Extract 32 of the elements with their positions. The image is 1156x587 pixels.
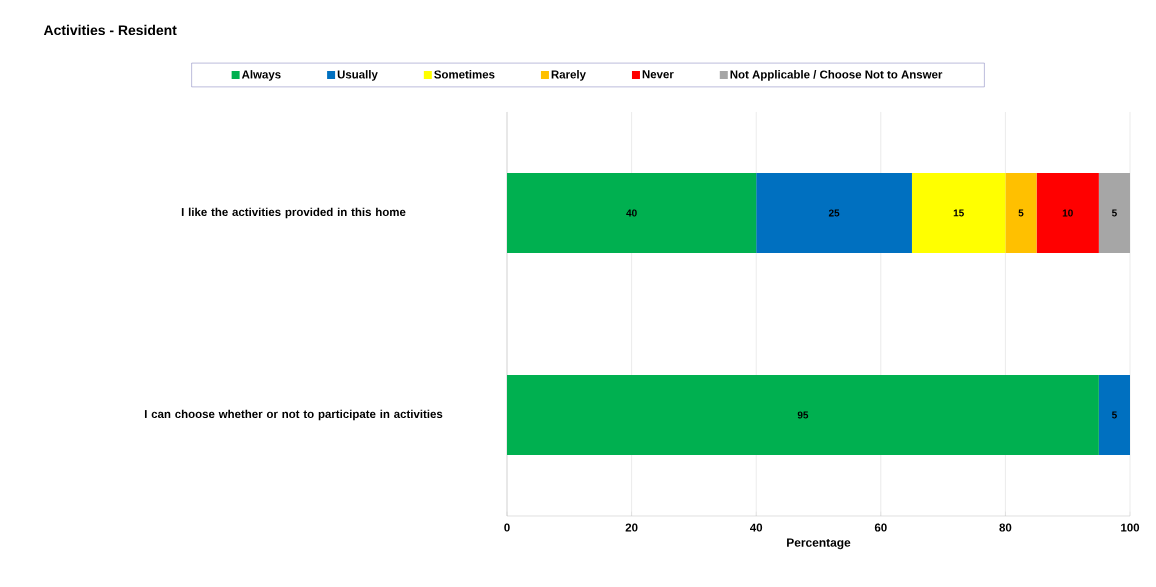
legend-label: Rarely	[551, 70, 586, 81]
x-axis-title: Percentage	[787, 538, 851, 550]
x-tick-label: 40	[750, 523, 763, 532]
legend-label: Sometimes	[434, 70, 495, 79]
bar	[507, 172, 757, 253]
bar	[507, 374, 1099, 455]
bar	[1036, 172, 1099, 253]
x-tick-label: 20	[625, 523, 638, 532]
data-label: 25	[828, 209, 840, 217]
data-label: 10	[1062, 209, 1073, 217]
y-tick-label: I can choose whether or not to participate in activities	[144, 409, 443, 421]
x-tick-label: 0	[504, 523, 510, 532]
y-tick-label: I like the activities provided in this home	[181, 207, 406, 219]
bar	[911, 172, 1006, 253]
data-label: 15	[953, 209, 964, 217]
data-label: 95	[797, 411, 809, 419]
bar	[1098, 172, 1131, 253]
x-tick-label: 80	[999, 523, 1012, 532]
x-tick-label: 60	[874, 523, 887, 532]
legend-label: Never	[642, 70, 674, 79]
text: Activities - Resident	[43, 24, 177, 36]
bar	[1005, 172, 1037, 253]
bar	[1098, 374, 1131, 455]
legend-label: Usually	[337, 70, 378, 81]
bar	[756, 172, 912, 253]
data-label: 5	[1111, 209, 1117, 217]
legend-label: Not Applicable / Choose Not to Answer	[730, 70, 943, 81]
data-label: 5	[1018, 209, 1024, 217]
legend-label: Always	[241, 70, 281, 81]
x-tick-label: 100	[1121, 523, 1140, 532]
data-label: 5	[1111, 411, 1117, 419]
data-label: 40	[626, 209, 637, 217]
